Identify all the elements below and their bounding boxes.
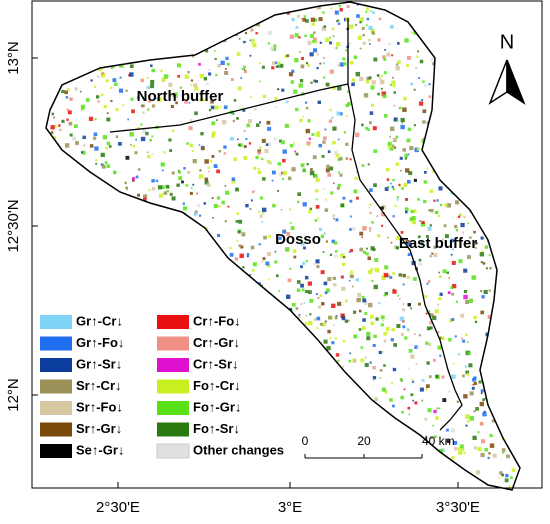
legend-label: Gr↑-Cr↓	[76, 313, 123, 328]
lat-label: 12°N	[5, 378, 22, 412]
legend-label: Fo↑-Cr↓	[193, 378, 241, 393]
north-label: N	[500, 31, 514, 53]
legend-swatch	[40, 315, 72, 329]
legend-swatch	[157, 358, 189, 372]
legend-swatch	[157, 401, 189, 415]
legend-label: Other changes	[193, 442, 284, 457]
legend-swatch	[157, 422, 189, 437]
legend-label: Sr↑-Fo↓	[76, 399, 123, 414]
legend-label: Cr↑-Gr↓	[193, 335, 240, 350]
study-area-boundary	[45, 1, 521, 491]
legend-label: Sr↑-Cr↓	[76, 378, 122, 393]
buffer-boundary	[109, 83, 463, 431]
legend-swatch	[157, 379, 189, 394]
legend-label: Gr↑-Fo↓	[76, 335, 124, 350]
lat-label: 13°N	[5, 41, 22, 75]
legend-swatch	[157, 315, 189, 329]
legend-label: Fo↑-Sr↓	[193, 421, 240, 436]
legend-label: Cr↑-Fo↓	[193, 313, 241, 328]
north-arrow	[488, 59, 526, 105]
legend-swatch	[157, 336, 189, 351]
region-label: East buffer	[399, 235, 478, 252]
scale-bar	[304, 454, 423, 459]
lon-label: 3°E	[278, 499, 302, 516]
legend-swatch	[156, 443, 190, 459]
legend-swatch	[40, 358, 72, 372]
scale-label: 40 km	[422, 434, 455, 448]
region-label: North buffer	[137, 88, 224, 105]
scale-label: 0	[302, 434, 309, 448]
scale-label: 20	[357, 434, 371, 448]
legend-swatch	[40, 401, 72, 415]
legend-swatch	[40, 444, 72, 458]
legend-label: Gr↑-Sr↓	[76, 356, 122, 371]
legend-swatch	[40, 422, 72, 437]
legend-label: Sr↑-Gr↓	[76, 421, 122, 436]
map-frame	[31, 0, 543, 489]
legend-swatch	[40, 379, 72, 394]
legend-swatch	[40, 336, 72, 351]
legend-label: Se↑-Gr↓	[76, 442, 124, 457]
legend-label: Cr↑-Sr↓	[193, 356, 239, 371]
region-label: Dosso	[275, 231, 321, 248]
lat-label: 12°30'N	[5, 199, 22, 252]
lon-label: 3°30'E	[436, 499, 480, 516]
legend-label: Fo↑-Gr↓	[193, 399, 241, 414]
lon-label: 2°30'E	[96, 499, 140, 516]
